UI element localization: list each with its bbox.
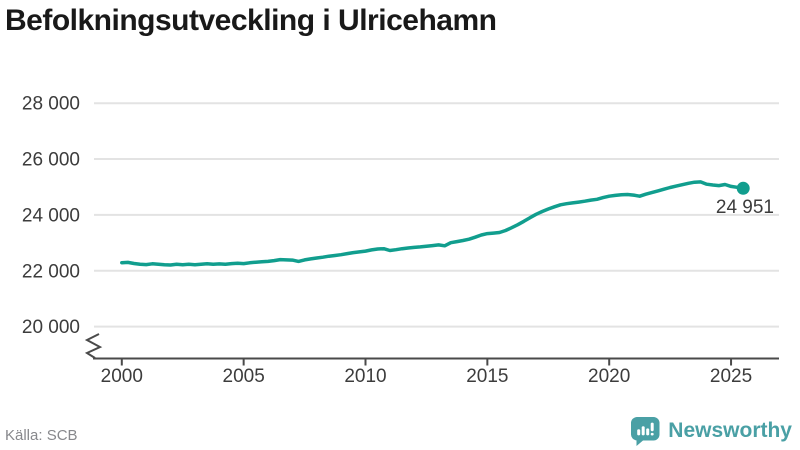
x-tick-label: 2015 (466, 366, 508, 387)
y-tick-label: 28 000 (22, 94, 80, 115)
gridlines (94, 102, 779, 328)
last-point-marker (736, 181, 750, 195)
y-axis-tick-labels: 20 000 22 000 24 000 26 000 28 000 (22, 94, 80, 338)
y-tick-label: 20 000 (22, 317, 80, 338)
x-tick-label: 2020 (588, 366, 630, 387)
y-tick-label: 24 000 (22, 205, 80, 226)
x-axis-ticks (120, 358, 733, 366)
brand-name: Newsworthy (668, 419, 792, 442)
source-label: Källa: SCB (5, 427, 78, 444)
newsworthy-bubble-barchart-icon (631, 417, 660, 446)
last-value-label: 24 951 (716, 197, 774, 218)
x-tick-label: 2010 (344, 366, 386, 387)
x-tick-label: 2025 (710, 366, 752, 387)
axis-break-squiggle-icon (84, 333, 103, 359)
population-series-line (120, 180, 745, 267)
brand-logo: Newsworthy (630, 416, 792, 446)
y-tick-label: 26 000 (22, 150, 80, 171)
page-title: Befolkningsutveckling i Ulricehamn (5, 4, 497, 37)
x-axis-tick-labels: 2000 2005 2010 2015 2020 2025 (101, 366, 753, 387)
y-tick-label: 22 000 (22, 261, 80, 282)
x-tick-label: 2005 (223, 366, 265, 387)
x-tick-label: 2000 (101, 366, 143, 387)
